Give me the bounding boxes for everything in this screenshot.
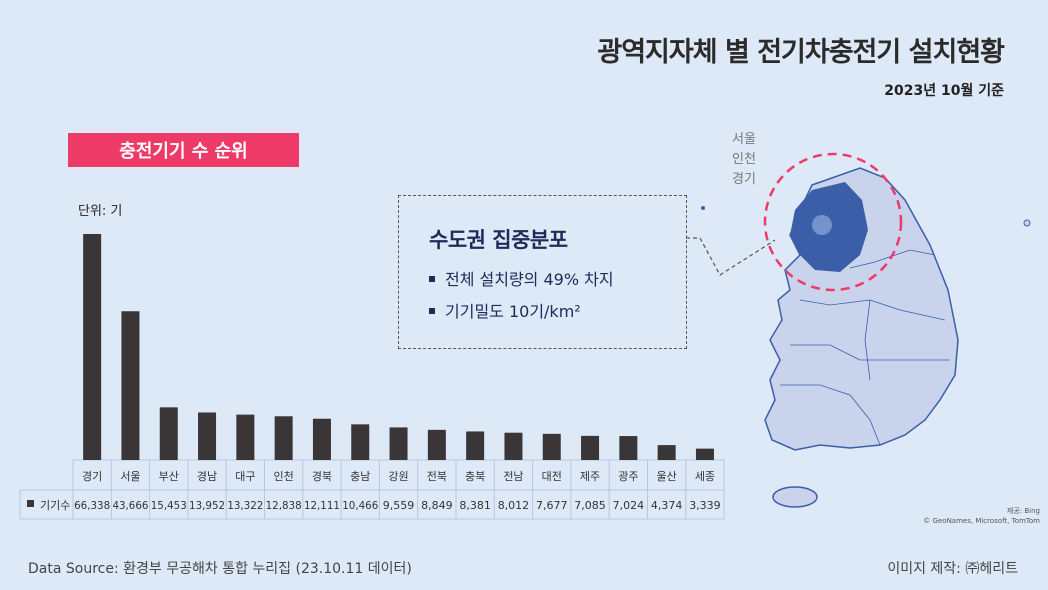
bar-광주 — [619, 436, 638, 460]
capital-region-circle — [763, 152, 903, 292]
category-label: 울산 — [657, 470, 677, 483]
unit-label: 단위: 기 — [78, 204, 123, 219]
value-label: 10,466 — [342, 499, 378, 512]
value-label: 12,111 — [304, 499, 340, 512]
value-label: 3,339 — [689, 499, 721, 512]
ranking-badge: 충전기기 수 순위 — [68, 133, 299, 167]
callout-bullet-1-text: 전체 설치량의 49% 차지 — [445, 270, 614, 289]
map-credit-line2: © GeoNames, Microsoft, TomTom — [923, 517, 1040, 525]
legend-label: 기기수 — [40, 499, 70, 512]
category-label: 대구 — [235, 470, 255, 483]
value-label: 12,838 — [266, 499, 302, 512]
bar-충북 — [466, 431, 485, 460]
category-label: 경북 — [312, 470, 332, 483]
callout-bullet-2-text: 기기밀도 10기/km² — [445, 302, 581, 321]
map-region-label: 서울 인천 경기 — [732, 130, 756, 190]
map-credit: 제공: Bing © GeoNames, Microsoft, TomTom — [920, 506, 1040, 526]
category-label: 충북 — [465, 470, 485, 483]
bar-제주 — [581, 435, 600, 460]
bar-경기 — [83, 234, 102, 460]
jeju-island — [772, 486, 818, 508]
category-label: 강원 — [388, 470, 408, 483]
image-maker: 이미지 제작: ㈜헤리트 — [887, 561, 1018, 577]
category-label: 전북 — [427, 470, 447, 483]
small-island — [701, 206, 705, 210]
bullet-icon — [429, 275, 435, 282]
category-label: 광주 — [618, 470, 638, 483]
seoul-marker — [812, 215, 832, 235]
category-label: 전남 — [503, 470, 523, 483]
map-label-seoul: 서울 — [732, 132, 756, 147]
value-label: 4,374 — [651, 499, 683, 512]
bullet-icon — [429, 307, 435, 314]
callout-bullet-2: 기기밀도 10기/km² — [429, 298, 581, 322]
bar-전남 — [504, 432, 523, 460]
bar-충남 — [351, 424, 370, 460]
page-title: 광역지자체 별 전기차충전기 설치현황 — [597, 37, 1005, 68]
category-label: 제주 — [580, 470, 600, 483]
value-label: 9,559 — [383, 499, 415, 512]
value-label: 15,453 — [151, 499, 187, 512]
bar-강원 — [389, 427, 408, 460]
map-label-gyeonggi: 경기 — [732, 172, 756, 187]
callout-box: 수도권 집중분포 전체 설치량의 49% 차지 기기밀도 10기/km² — [398, 195, 687, 349]
bar-경남 — [198, 412, 217, 460]
callout-title: 수도권 집중분포 — [429, 228, 568, 252]
value-label: 13,322 — [227, 499, 263, 512]
legend-swatch — [27, 500, 34, 507]
bar-세종 — [695, 448, 714, 460]
category-label: 인천 — [274, 469, 294, 483]
value-label: 8,012 — [498, 499, 530, 512]
date-subtitle: 2023년 10월 기준 — [884, 83, 1004, 99]
bar-울산 — [657, 445, 676, 460]
bar-서울 — [121, 311, 140, 460]
value-label: 66,338 — [74, 499, 110, 512]
value-label: 7,085 — [574, 499, 606, 512]
category-label: 대전 — [542, 470, 562, 483]
bar-대구 — [236, 414, 255, 460]
bar-경북 — [312, 418, 331, 460]
data-source: Data Source: 환경부 무공해차 통합 누리집 (23.10.11 데… — [28, 561, 412, 577]
value-label: 8,381 — [459, 499, 491, 512]
connector-line — [686, 237, 776, 276]
bar-대전 — [542, 433, 561, 460]
ulleung-island — [1023, 219, 1031, 227]
value-label: 7,024 — [613, 499, 645, 512]
category-label: 부산 — [159, 470, 179, 483]
category-label: 충남 — [350, 470, 370, 483]
bar-전북 — [427, 429, 446, 460]
value-label: 13,952 — [189, 499, 225, 512]
category-label: 경남 — [197, 470, 217, 483]
category-label: 경기 — [82, 470, 102, 483]
map-label-incheon: 인천 — [732, 152, 756, 167]
bar-인천 — [274, 416, 293, 460]
map-credit-line1: 제공: Bing — [1006, 507, 1040, 515]
value-label: 43,666 — [112, 499, 148, 512]
value-label: 8,849 — [421, 499, 453, 512]
category-label: 서울 — [120, 470, 140, 483]
callout-bullet-1: 전체 설치량의 49% 차지 — [429, 266, 614, 290]
bar-부산 — [159, 407, 178, 460]
value-label: 7,677 — [536, 499, 568, 512]
category-label: 세종 — [695, 470, 715, 483]
